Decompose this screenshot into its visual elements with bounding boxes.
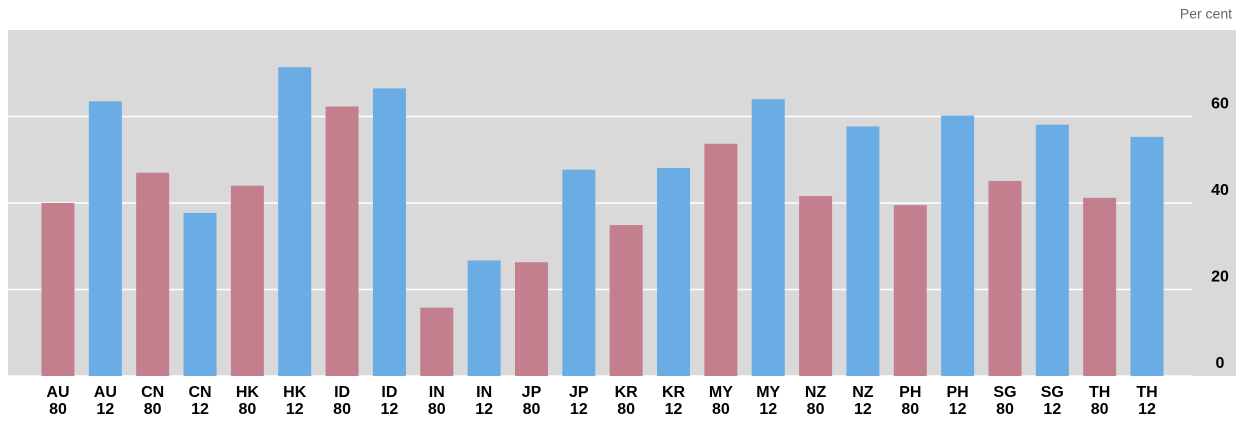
x-tick-label: 12: [286, 401, 304, 418]
x-tick-label: HK: [236, 384, 260, 401]
bar: [230, 185, 264, 376]
bar: [751, 99, 785, 376]
bar: [41, 203, 75, 376]
x-tick-label: 12: [570, 401, 588, 418]
x-tick-label: 12: [191, 401, 209, 418]
x-tick-label: PH: [899, 384, 921, 401]
x-tick-label: 80: [333, 401, 351, 418]
x-tick-label: 80: [712, 401, 730, 418]
x-tick-label: ID: [381, 384, 397, 401]
bar: [941, 115, 975, 376]
x-tick-label: 80: [901, 401, 919, 418]
bar: [988, 180, 1022, 376]
x-tick-label: 12: [475, 401, 493, 418]
x-tick-label: HK: [283, 384, 307, 401]
x-tick-label: 12: [1138, 401, 1156, 418]
x-tick-label: 12: [665, 401, 683, 418]
x-tick-label: SG: [1041, 384, 1064, 401]
x-tick-label: NZ: [852, 384, 874, 401]
x-tick-label: NZ: [805, 384, 827, 401]
x-tick-label: JP: [569, 384, 589, 401]
bar: [420, 307, 454, 376]
x-tick-label: SG: [993, 384, 1016, 401]
bar: [278, 67, 312, 376]
x-tick-label: KR: [662, 384, 686, 401]
bar: [893, 205, 927, 376]
bar: [183, 212, 217, 376]
x-tick-label: 80: [428, 401, 446, 418]
x-tick-label: PH: [947, 384, 969, 401]
x-tick-label: 12: [381, 401, 399, 418]
x-tick-label: 80: [523, 401, 541, 418]
x-tick-label: KR: [615, 384, 639, 401]
x-tick-label: 12: [96, 401, 114, 418]
x-tick-label: 80: [49, 401, 67, 418]
x-tick-label: 12: [854, 401, 872, 418]
x-tick-label: JP: [522, 384, 542, 401]
y-tick-label: 60: [1211, 96, 1229, 113]
bar: [325, 106, 359, 377]
x-tick-label: MY: [756, 384, 780, 401]
x-tick-label: IN: [476, 384, 492, 401]
bar: [136, 172, 170, 376]
x-tick-label: 80: [617, 401, 635, 418]
x-tick-label: 80: [1091, 401, 1109, 418]
x-tick-label: 12: [1043, 401, 1061, 418]
bar: [704, 143, 738, 376]
bar: [372, 88, 406, 376]
x-tick-label: 80: [807, 401, 825, 418]
x-tick-label: CN: [188, 384, 211, 401]
y-tick-label: 0: [1216, 355, 1225, 372]
bar: [514, 262, 548, 376]
bar: [799, 196, 833, 376]
y-tick-label: 20: [1211, 269, 1229, 286]
x-tick-label: AU: [94, 384, 117, 401]
x-tick-label: TH: [1089, 384, 1110, 401]
x-tick-label: 80: [144, 401, 162, 418]
bar: [1035, 124, 1069, 376]
x-tick-label: ID: [334, 384, 350, 401]
x-tick-label: IN: [429, 384, 445, 401]
x-tick-label: 12: [759, 401, 777, 418]
bar: [1083, 197, 1117, 376]
bar: [88, 101, 122, 377]
x-tick-label: 80: [996, 401, 1014, 418]
bar: [467, 260, 501, 376]
x-tick-label: 12: [949, 401, 967, 418]
bar: [657, 167, 691, 376]
y-tick-label: 40: [1211, 182, 1229, 199]
x-tick-label: TH: [1136, 384, 1157, 401]
y-axis-label: Per cent: [1180, 6, 1232, 22]
bar: [609, 225, 643, 376]
bar: [1130, 136, 1164, 376]
bar: [846, 126, 880, 376]
x-tick-label: 80: [238, 401, 256, 418]
x-tick-label: MY: [709, 384, 733, 401]
x-tick-label: AU: [46, 384, 69, 401]
x-tick-label: CN: [141, 384, 164, 401]
bar: [562, 169, 596, 376]
